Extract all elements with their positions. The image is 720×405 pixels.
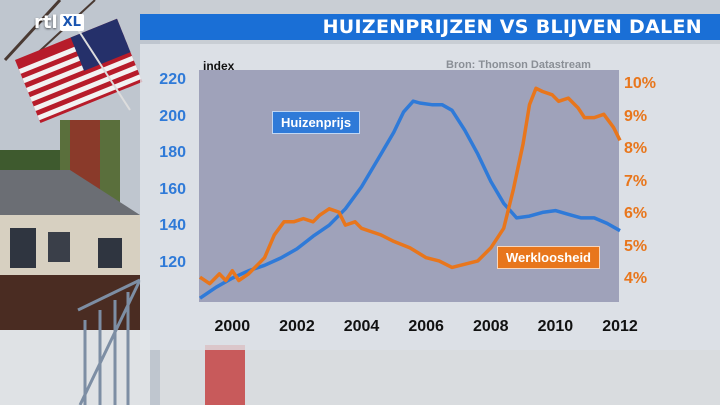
x-tick: 2010 bbox=[537, 318, 574, 335]
y-right-tick: 4% bbox=[624, 270, 648, 288]
x-tick: 2000 bbox=[214, 318, 251, 335]
x-tick: 2006 bbox=[408, 318, 444, 335]
y-right-tick: 7% bbox=[624, 172, 648, 190]
y-right-tick: 10% bbox=[624, 75, 657, 93]
y-left-tick: 120 bbox=[159, 253, 186, 271]
left-axis-label: index bbox=[203, 59, 235, 73]
logo-sub: XL bbox=[59, 14, 84, 31]
y-left-tick: 220 bbox=[159, 71, 186, 89]
channel-logo: rtl XL bbox=[34, 12, 84, 33]
y-left-tick: 200 bbox=[159, 107, 186, 125]
title-bar: HUIZENPRIJZEN VS BLIJVEN DALEN bbox=[140, 14, 720, 40]
y-left-tick: 140 bbox=[159, 217, 186, 235]
y-right-tick: 9% bbox=[624, 107, 648, 125]
y-right-tick: 8% bbox=[624, 140, 648, 158]
legend-huizenprijs: Huizenprijs bbox=[272, 111, 361, 134]
y-left-tick: 160 bbox=[159, 180, 186, 198]
source-label: Bron: Thomson Datastream bbox=[446, 59, 591, 71]
x-tick: 2004 bbox=[343, 318, 380, 335]
y-right-tick: 5% bbox=[624, 237, 648, 255]
page-title: HUIZENPRIJZEN VS BLIJVEN DALEN bbox=[322, 16, 702, 38]
x-tick: 2008 bbox=[472, 318, 509, 335]
y-left-tick: 180 bbox=[159, 144, 186, 162]
series-line-werkloosheid bbox=[199, 86, 622, 286]
series-line-huizenprijs bbox=[199, 99, 621, 300]
flag-pole bbox=[74, 24, 131, 111]
y-right-tick: 6% bbox=[624, 205, 648, 223]
x-tick: 2012 bbox=[602, 318, 638, 335]
legend-werkloosheid: Werkloosheid bbox=[497, 246, 601, 269]
x-tick: 2002 bbox=[279, 318, 315, 335]
logo-brand: rtl bbox=[34, 12, 58, 33]
